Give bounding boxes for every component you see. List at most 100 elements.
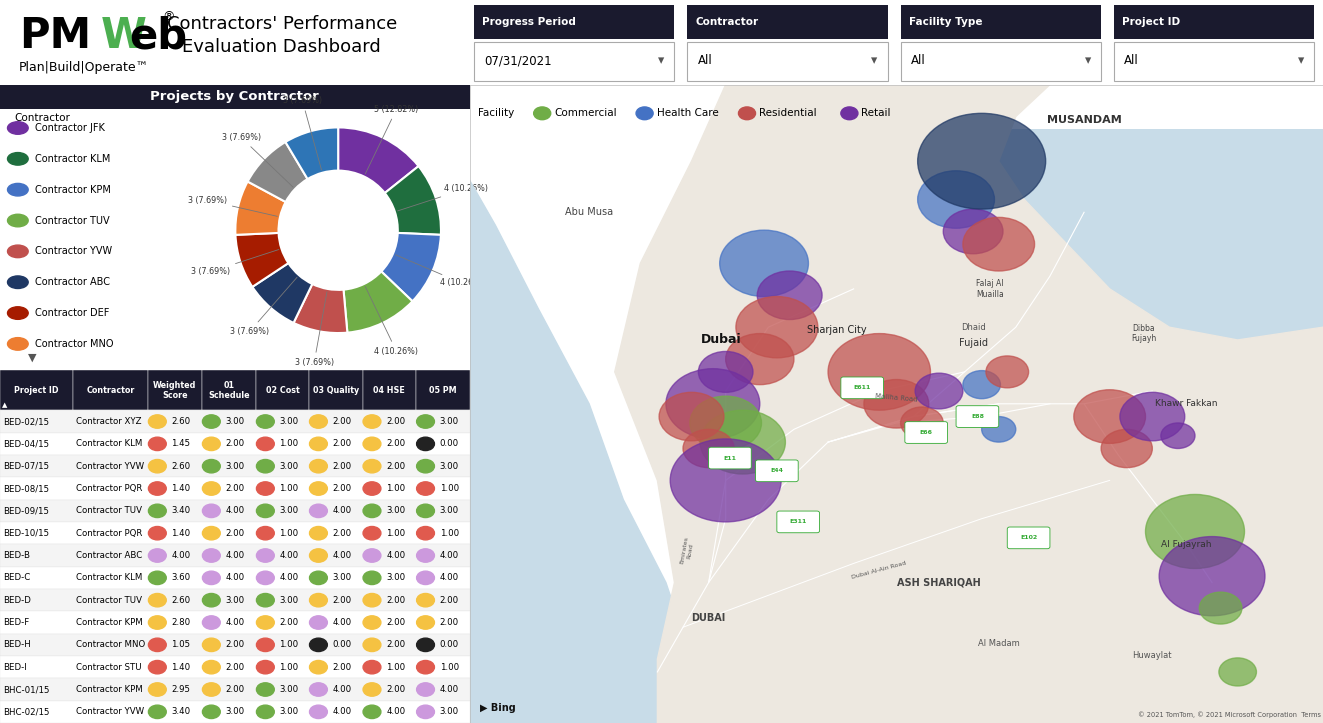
Circle shape xyxy=(148,705,167,719)
FancyBboxPatch shape xyxy=(0,411,470,432)
Circle shape xyxy=(1119,393,1185,441)
Text: 3.00: 3.00 xyxy=(386,506,405,515)
Circle shape xyxy=(417,705,434,719)
FancyBboxPatch shape xyxy=(841,377,884,398)
Text: Al Fujayrah: Al Fujayrah xyxy=(1162,540,1212,549)
Text: 2.00: 2.00 xyxy=(225,484,245,493)
Circle shape xyxy=(148,437,167,450)
Circle shape xyxy=(1146,495,1245,568)
Text: 1.00: 1.00 xyxy=(279,529,299,538)
FancyBboxPatch shape xyxy=(901,42,1101,81)
Text: BED-02/15: BED-02/15 xyxy=(3,417,49,426)
Circle shape xyxy=(363,661,381,674)
Circle shape xyxy=(310,571,327,585)
Circle shape xyxy=(257,571,274,585)
Text: 0.00: 0.00 xyxy=(439,440,459,448)
Circle shape xyxy=(725,333,794,385)
Text: BHC-02/15: BHC-02/15 xyxy=(3,707,49,716)
Text: 4.00: 4.00 xyxy=(279,573,299,582)
Circle shape xyxy=(963,371,1000,398)
Text: BED-08/15: BED-08/15 xyxy=(3,484,49,493)
Circle shape xyxy=(148,616,167,629)
Text: 3.00: 3.00 xyxy=(225,596,245,604)
Text: 1.00: 1.00 xyxy=(279,484,299,493)
Circle shape xyxy=(636,107,654,120)
Text: Khawr Fakkan: Khawr Fakkan xyxy=(1155,399,1217,408)
FancyBboxPatch shape xyxy=(957,406,999,427)
Circle shape xyxy=(202,683,220,696)
Circle shape xyxy=(257,616,274,629)
Wedge shape xyxy=(385,166,441,235)
Circle shape xyxy=(257,705,274,719)
Text: E88: E88 xyxy=(971,414,984,419)
FancyBboxPatch shape xyxy=(148,370,202,411)
Text: E311: E311 xyxy=(790,519,807,524)
Text: 1.00: 1.00 xyxy=(386,529,405,538)
Text: 4.00: 4.00 xyxy=(386,551,405,560)
Text: 2.00: 2.00 xyxy=(332,484,352,493)
Wedge shape xyxy=(381,233,441,301)
Circle shape xyxy=(8,184,28,196)
Text: All: All xyxy=(910,54,926,67)
Wedge shape xyxy=(339,127,418,193)
Text: 2.00: 2.00 xyxy=(279,618,299,627)
Text: 1.00: 1.00 xyxy=(386,484,405,493)
Text: 5 (12.82%): 5 (12.82%) xyxy=(365,105,418,174)
Text: Maliha Road: Maliha Road xyxy=(875,393,918,402)
Circle shape xyxy=(257,549,274,562)
Text: 4.00: 4.00 xyxy=(332,506,352,515)
Circle shape xyxy=(1074,390,1146,443)
Text: Contractor KLM: Contractor KLM xyxy=(75,573,142,582)
Text: 2.00: 2.00 xyxy=(386,440,405,448)
Circle shape xyxy=(202,571,220,585)
Text: 4.00: 4.00 xyxy=(225,573,245,582)
Circle shape xyxy=(738,107,755,120)
Circle shape xyxy=(736,296,818,358)
FancyBboxPatch shape xyxy=(363,370,417,411)
Circle shape xyxy=(310,549,327,562)
Circle shape xyxy=(202,504,220,518)
Text: 3 (7.69%): 3 (7.69%) xyxy=(283,96,321,170)
Text: Plan|Build|Operate™: Plan|Build|Operate™ xyxy=(19,61,149,74)
Text: Sharjan City: Sharjan City xyxy=(807,325,867,335)
FancyBboxPatch shape xyxy=(0,500,470,522)
FancyBboxPatch shape xyxy=(0,589,470,612)
Text: Contractor DEF: Contractor DEF xyxy=(36,308,110,318)
Circle shape xyxy=(1199,592,1242,624)
Circle shape xyxy=(417,594,434,607)
Text: ▾: ▾ xyxy=(1085,54,1091,67)
Text: Progress Period: Progress Period xyxy=(483,17,577,27)
Text: Dubai Al-Ain Road: Dubai Al-Ain Road xyxy=(852,560,908,580)
Text: BED-C: BED-C xyxy=(3,573,30,582)
Text: BED-H: BED-H xyxy=(3,641,30,649)
Circle shape xyxy=(310,437,327,450)
Text: MUSANDAM: MUSANDAM xyxy=(1046,115,1122,124)
Circle shape xyxy=(363,705,381,719)
FancyBboxPatch shape xyxy=(1007,527,1050,549)
Circle shape xyxy=(257,594,274,607)
FancyBboxPatch shape xyxy=(0,85,470,109)
Text: Contractor YVW: Contractor YVW xyxy=(75,462,144,471)
Circle shape xyxy=(310,616,327,629)
Text: © 2021 TomTom, © 2021 Microsoft Corporation  Terms: © 2021 TomTom, © 2021 Microsoft Corporat… xyxy=(1138,711,1322,718)
Wedge shape xyxy=(286,127,339,179)
Text: 1.00: 1.00 xyxy=(279,440,299,448)
Text: Health Care: Health Care xyxy=(656,108,718,119)
Circle shape xyxy=(363,594,381,607)
Text: Contractor ABC: Contractor ABC xyxy=(36,277,110,287)
Text: 1.00: 1.00 xyxy=(386,663,405,672)
Text: 2.95: 2.95 xyxy=(172,685,191,694)
Circle shape xyxy=(659,393,724,441)
Text: 4.00: 4.00 xyxy=(279,551,299,560)
Text: BED-B: BED-B xyxy=(3,551,30,560)
Text: ▾: ▾ xyxy=(658,54,664,67)
Text: Commercial: Commercial xyxy=(554,108,617,119)
Text: 1.00: 1.00 xyxy=(439,484,459,493)
Text: 04 HSE: 04 HSE xyxy=(373,386,405,395)
Text: Retail: Retail xyxy=(861,108,890,119)
Text: 2.00: 2.00 xyxy=(386,417,405,426)
Circle shape xyxy=(310,705,327,719)
Text: 3.00: 3.00 xyxy=(386,573,405,582)
FancyBboxPatch shape xyxy=(202,370,255,411)
FancyBboxPatch shape xyxy=(0,432,470,455)
